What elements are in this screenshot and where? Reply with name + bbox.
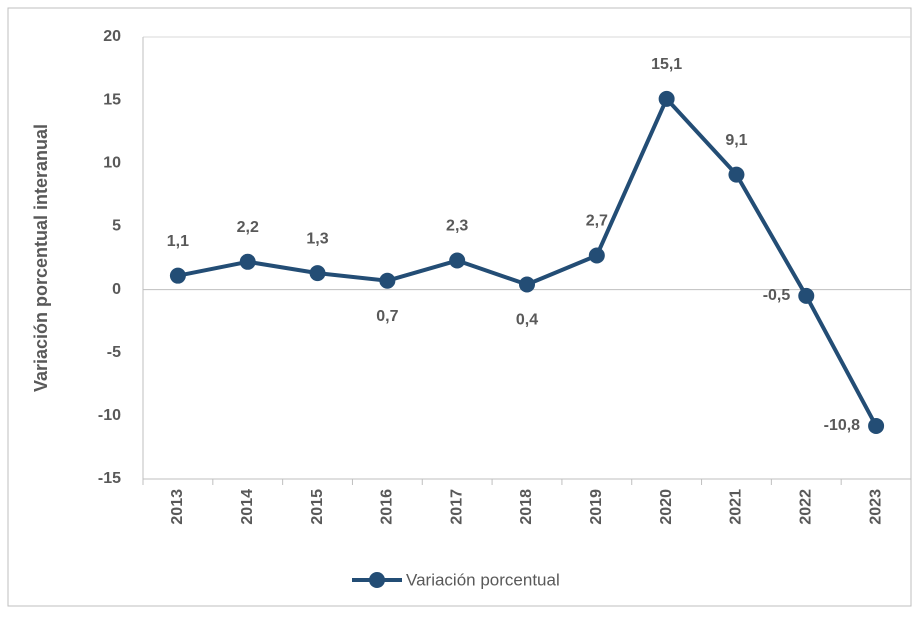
- data-point: [169, 267, 186, 284]
- y-tick-label: -15: [98, 470, 121, 487]
- data-label: -0,5: [763, 287, 791, 304]
- data-label: 2,2: [237, 219, 259, 236]
- data-label: 0,4: [516, 312, 538, 329]
- chart-border: [7, 7, 912, 607]
- data-point: [798, 287, 815, 304]
- x-tick-label: 2021: [728, 489, 745, 525]
- y-tick-label: 10: [103, 155, 121, 172]
- data-point: [658, 90, 675, 107]
- data-point: [309, 265, 326, 282]
- y-tick-label: -5: [107, 344, 121, 361]
- data-label: 1,3: [306, 230, 328, 247]
- x-tick-label: 2022: [797, 489, 814, 525]
- data-label: 2,3: [446, 218, 468, 235]
- data-point: [379, 272, 396, 289]
- x-tick-label: 2019: [588, 489, 605, 525]
- x-tick-label: 2023: [867, 489, 884, 525]
- data-label: 15,1: [651, 56, 682, 73]
- legend-marker: [369, 572, 385, 588]
- data-label: 2,7: [586, 213, 608, 230]
- y-axis-label: Variación porcentual interanual: [31, 124, 51, 392]
- y-tick-label: 0: [112, 281, 121, 298]
- data-label: 1,1: [167, 233, 189, 250]
- y-tick-label: 20: [103, 28, 121, 45]
- x-tick-label: 2020: [658, 489, 675, 525]
- x-tick-label: 2015: [309, 489, 326, 525]
- x-tick-label: 2018: [518, 489, 535, 525]
- x-tick-label: 2013: [169, 489, 186, 525]
- x-tick-label: 2016: [379, 489, 396, 525]
- data-point: [728, 166, 745, 183]
- y-tick-label: -10: [98, 407, 121, 424]
- data-label: 0,7: [376, 308, 398, 325]
- y-tick-label: 15: [103, 91, 121, 108]
- data-label: -10,8: [824, 417, 861, 434]
- x-tick-label: 2017: [448, 489, 465, 525]
- data-point: [519, 276, 535, 293]
- x-tick-label: 2014: [239, 489, 256, 525]
- data-point: [588, 247, 605, 264]
- y-tick-label: 5: [112, 218, 121, 235]
- data-point: [868, 417, 885, 434]
- data-point: [239, 253, 256, 270]
- data-label: 9,1: [725, 132, 747, 149]
- legend-label: Variación porcentual: [406, 570, 560, 589]
- data-point: [449, 252, 466, 269]
